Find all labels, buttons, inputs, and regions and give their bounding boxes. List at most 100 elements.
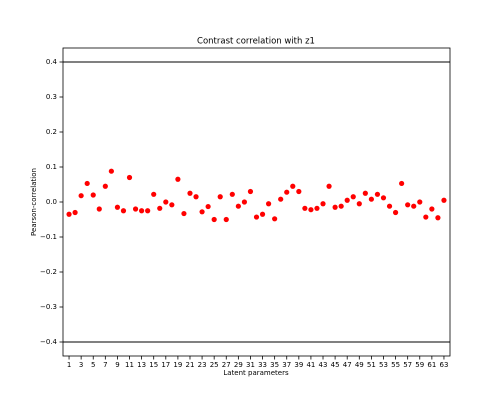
point xyxy=(241,199,248,205)
point xyxy=(405,202,411,208)
point xyxy=(78,193,84,199)
point xyxy=(278,196,284,202)
x-tick-label: 13 xyxy=(137,361,146,369)
x-tick-label: 19 xyxy=(173,361,182,369)
point xyxy=(399,180,405,187)
x-tick-label: 49 xyxy=(355,361,364,369)
point xyxy=(229,191,235,197)
point xyxy=(350,194,356,200)
point xyxy=(362,190,368,196)
point xyxy=(368,196,374,202)
point xyxy=(72,209,78,216)
point xyxy=(272,216,278,222)
point xyxy=(151,191,157,197)
point xyxy=(193,194,199,200)
x-axis-label: Latent parameters xyxy=(223,369,289,377)
x-tick-label: 7 xyxy=(103,361,107,369)
x-tick-label: 59 xyxy=(415,361,424,369)
x-tick-label: 43 xyxy=(319,361,328,369)
point xyxy=(235,203,241,209)
point xyxy=(441,197,447,203)
x-tick-label: 27 xyxy=(222,361,231,369)
point xyxy=(169,202,175,208)
point xyxy=(423,214,429,220)
point xyxy=(217,194,223,200)
x-tick-label: 23 xyxy=(198,361,207,369)
x-tick-label: 21 xyxy=(186,361,195,369)
point xyxy=(302,205,308,211)
point xyxy=(314,205,320,211)
x-tick-label: 61 xyxy=(427,361,436,369)
point xyxy=(320,201,326,207)
x-tick-label: 17 xyxy=(161,361,170,369)
y-tick-label: 0.4 xyxy=(46,58,58,66)
point xyxy=(284,189,290,195)
x-tick-label: 51 xyxy=(367,361,376,369)
x-tick-label: 47 xyxy=(343,361,352,369)
y-tick-label: −0.1 xyxy=(40,233,57,241)
point xyxy=(380,195,387,201)
point xyxy=(199,209,205,215)
chart-title: Contrast correlation with z1 xyxy=(197,37,315,47)
point xyxy=(66,211,72,217)
x-tick-label: 63 xyxy=(439,361,448,369)
x-tick-label: 55 xyxy=(391,361,400,369)
x-tick-label: 1 xyxy=(67,361,71,369)
point xyxy=(102,183,108,189)
point xyxy=(139,208,145,214)
point xyxy=(175,176,181,182)
point xyxy=(338,203,344,209)
point xyxy=(120,208,127,214)
x-tick-label: 31 xyxy=(246,361,255,369)
y-tick-label: −0.3 xyxy=(40,303,57,311)
point xyxy=(114,204,121,210)
x-tick-label: 35 xyxy=(270,361,279,369)
x-tick-label: 3 xyxy=(79,361,83,369)
point xyxy=(247,188,254,195)
point xyxy=(392,209,399,216)
x-tick-label: 37 xyxy=(282,361,291,369)
point xyxy=(265,201,272,207)
y-tick-label: 0.1 xyxy=(46,163,57,171)
x-tick-label: 29 xyxy=(234,361,243,369)
x-tick-label: 9 xyxy=(115,361,119,369)
point xyxy=(157,205,163,211)
x-tick-label: 33 xyxy=(258,361,267,369)
point xyxy=(259,211,266,217)
point xyxy=(84,180,90,187)
point xyxy=(132,206,139,212)
point xyxy=(187,190,193,196)
x-tick-label: 5 xyxy=(91,361,95,369)
point xyxy=(386,203,393,209)
x-tick-label: 15 xyxy=(149,361,158,369)
y-tick-label: 0.3 xyxy=(46,93,57,101)
point xyxy=(296,188,302,195)
y-tick-label: 0.2 xyxy=(46,128,57,136)
point xyxy=(223,216,229,223)
point xyxy=(290,183,296,189)
point xyxy=(90,192,96,198)
x-tick-label: 57 xyxy=(403,361,412,369)
point xyxy=(429,206,435,212)
y-tick-label: −0.2 xyxy=(40,268,57,276)
plot-frame xyxy=(62,47,451,357)
y-tick-label: 0.0 xyxy=(46,198,57,206)
y-axis-label: Pearson-correlation xyxy=(30,168,38,236)
point xyxy=(374,191,381,197)
x-tick-label: 11 xyxy=(125,361,134,369)
point xyxy=(356,201,362,207)
x-tick-label: 45 xyxy=(331,361,340,369)
point xyxy=(163,199,169,205)
point xyxy=(435,215,441,221)
point xyxy=(181,210,187,217)
point xyxy=(417,199,423,205)
point xyxy=(108,168,114,174)
point xyxy=(96,206,102,212)
point xyxy=(145,208,151,214)
x-tick-label: 39 xyxy=(294,361,303,369)
point xyxy=(308,207,314,213)
point xyxy=(411,203,417,209)
point xyxy=(344,197,350,203)
x-tick-label: 41 xyxy=(306,361,315,369)
